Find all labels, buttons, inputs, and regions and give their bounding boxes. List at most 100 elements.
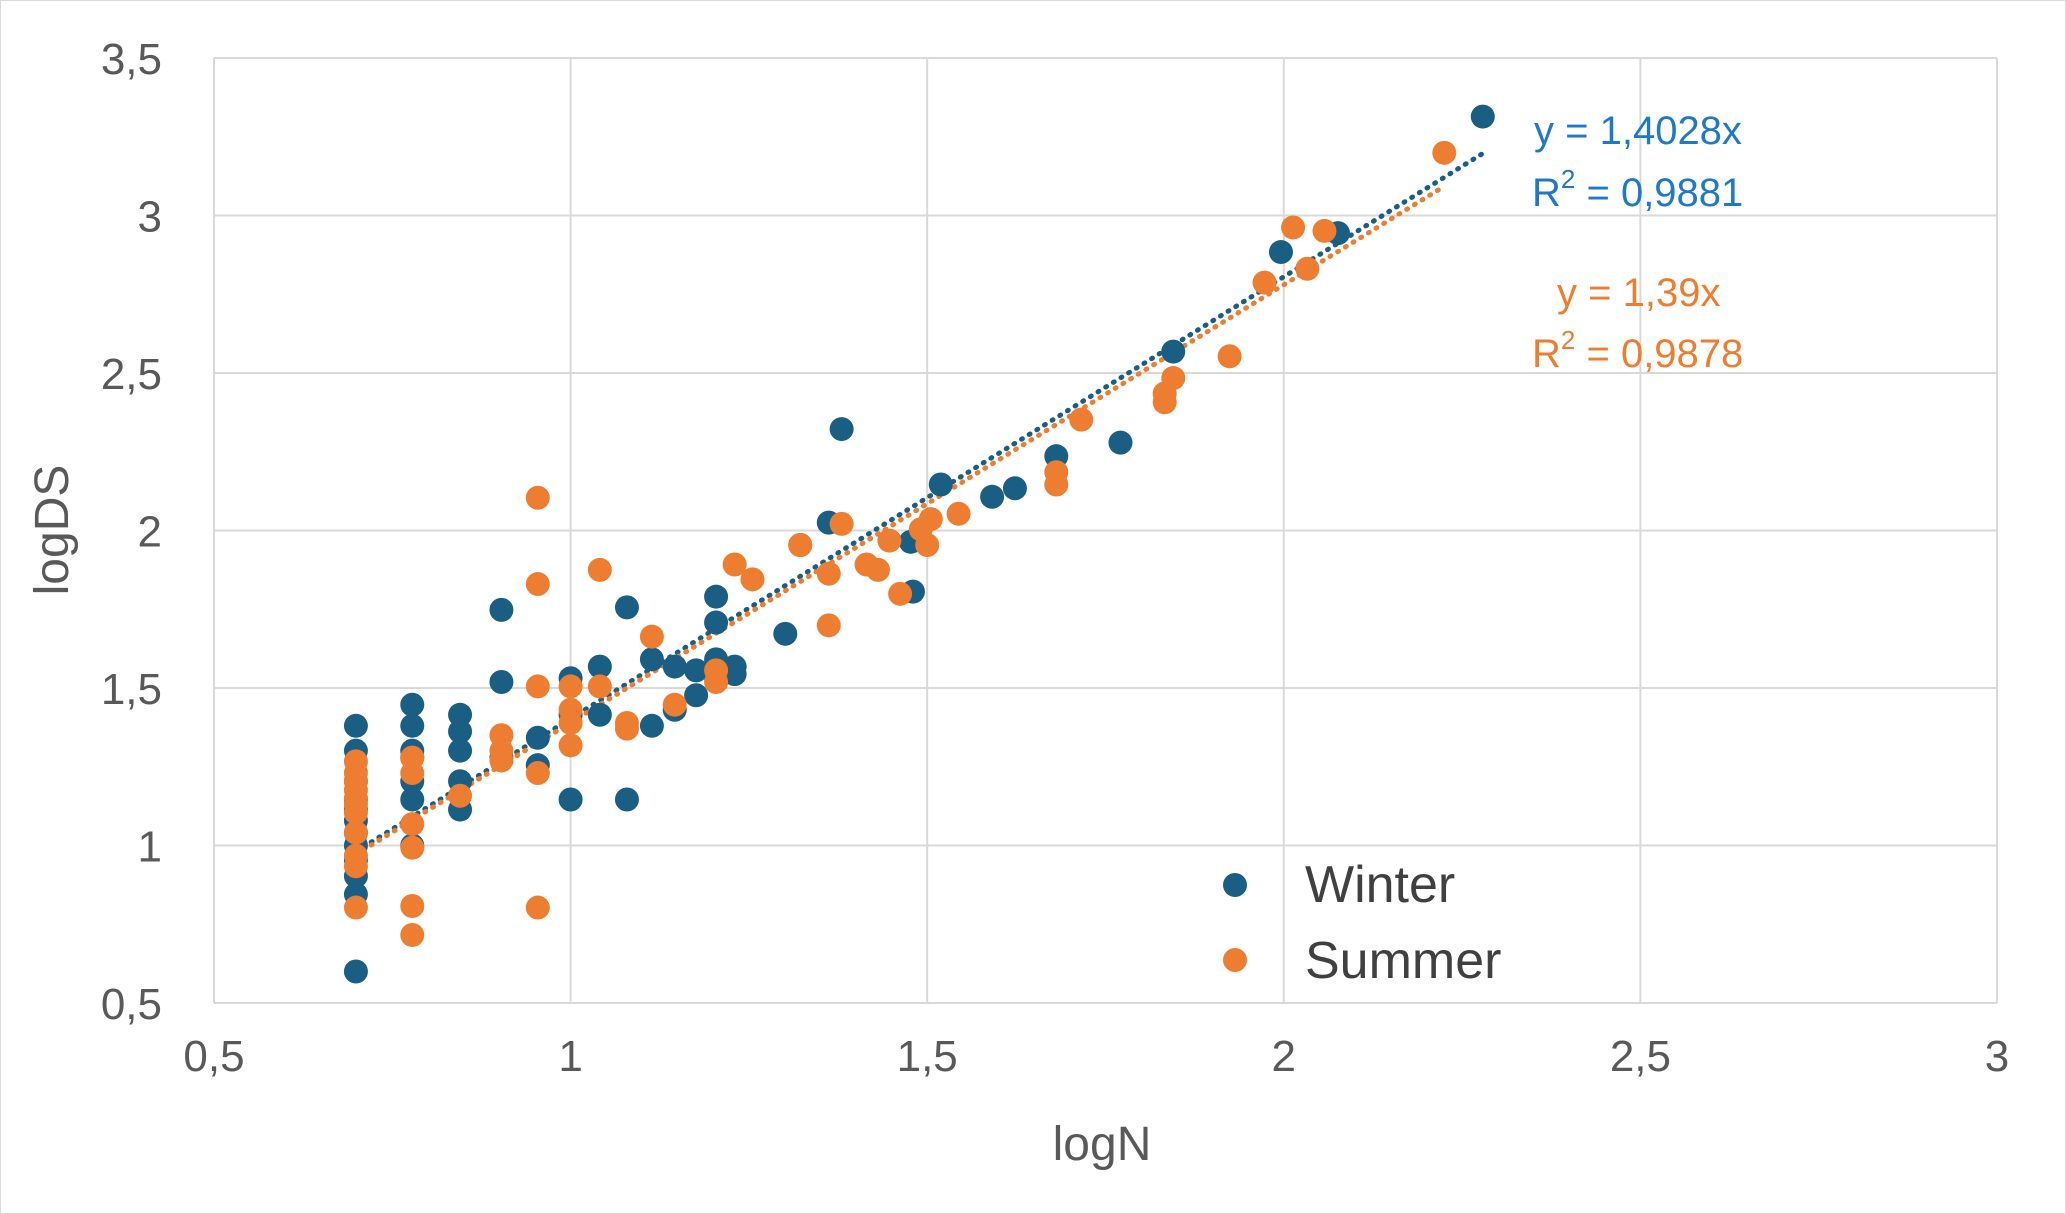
data-point-summer — [1281, 215, 1306, 240]
data-point-winter — [1002, 476, 1027, 501]
data-point-summer — [525, 485, 550, 510]
trend-equation-winter: y = 1,4028x R2 = 0,9881 — [1532, 109, 1743, 215]
data-point-summer — [865, 557, 890, 582]
data-point-summer — [1069, 407, 1094, 432]
x-tick-label: 3 — [1985, 1032, 2009, 1081]
data-point-winter — [684, 658, 709, 683]
data-point-summer — [722, 552, 747, 577]
data-point-summer — [946, 501, 971, 526]
data-point-summer — [1312, 218, 1337, 243]
data-point-summer — [915, 532, 940, 557]
x-tick-label: 2 — [1272, 1032, 1296, 1081]
data-point-winter — [587, 654, 612, 679]
data-point-winter — [448, 738, 473, 763]
data-point-summer — [1432, 140, 1457, 165]
winter-equation-label: y = 1,4028x — [1534, 109, 1742, 153]
y-tick-label: 0,5 — [101, 980, 162, 1029]
x-tick-label: 2,5 — [1610, 1032, 1671, 1081]
data-point-winter — [704, 610, 729, 635]
data-point-summer — [525, 674, 550, 699]
data-point-winter — [587, 702, 612, 727]
data-point-winter — [829, 417, 854, 442]
data-point-summer — [918, 507, 943, 532]
y-tick-label: 3,5 — [101, 35, 162, 84]
data-point-winter — [558, 787, 583, 812]
x-tick-label: 0,5 — [183, 1032, 244, 1081]
data-point-summer — [400, 835, 425, 860]
data-point-winter — [773, 621, 798, 646]
data-point-summer — [704, 658, 729, 683]
data-point-winter — [489, 597, 514, 622]
data-point-summer — [558, 733, 583, 758]
data-point-summer — [343, 843, 368, 868]
trendline-winter — [353, 150, 1486, 855]
data-point-winter — [639, 647, 664, 672]
data-point-summer — [525, 572, 550, 597]
data-point-summer — [558, 697, 583, 722]
y-axis-title: logDS — [26, 465, 79, 596]
data-point-winter — [343, 959, 368, 984]
summer-equation-label: y = 1,39x — [1557, 271, 1720, 315]
data-point-summer — [343, 895, 368, 920]
legend-label-summer: Summer — [1305, 932, 1501, 990]
data-point-winter — [704, 584, 729, 609]
data-point-summer — [400, 812, 425, 837]
data-point-summer — [525, 895, 550, 920]
trendline-summer — [353, 183, 1447, 857]
data-point-winter — [722, 654, 747, 679]
data-point-winter — [639, 713, 664, 738]
trendlines — [353, 150, 1486, 857]
data-point-summer — [558, 674, 583, 699]
y-tick-label: 3 — [138, 193, 162, 242]
data-point-summer — [662, 692, 687, 717]
data-point-winter — [400, 692, 425, 717]
data-point-winter — [400, 713, 425, 738]
trend-equation-summer: y = 1,39x R2 = 0,9878 — [1532, 271, 1743, 376]
data-point-summer — [877, 528, 902, 553]
data-point-winter — [343, 713, 368, 738]
summer-r2-superscript: 2 — [1561, 325, 1575, 355]
legend-label-winter: Winter — [1305, 856, 1455, 914]
data-point-summer — [829, 511, 854, 536]
data-point-winter — [684, 683, 709, 708]
y-tick-label: 1 — [138, 823, 162, 872]
y-tick-label: 2,5 — [101, 350, 162, 399]
data-point-summer — [816, 561, 841, 586]
data-point-summer — [1217, 344, 1242, 369]
data-point-summer — [788, 532, 813, 557]
winter-r2-value: = 0,9881 — [1575, 171, 1743, 215]
data-point-winter — [1268, 240, 1293, 265]
data-point-winter — [614, 787, 639, 812]
data-point-summer — [1252, 270, 1277, 295]
data-point-summer — [400, 745, 425, 770]
data-point-winter — [980, 484, 1005, 509]
data-point-summer — [614, 710, 639, 735]
winter-r2-superscript: 2 — [1561, 164, 1575, 194]
data-point-summer — [740, 567, 765, 592]
data-point-summer — [1044, 460, 1069, 485]
data-point-summer — [400, 922, 425, 947]
data-point-winter — [1470, 104, 1495, 129]
legend-marker-summer — [1223, 948, 1247, 972]
data-point-winter — [400, 787, 425, 812]
data-point-winter — [525, 725, 550, 750]
y-tick-label: 2 — [138, 508, 162, 557]
summer-r2-symbol: R — [1532, 332, 1561, 376]
legend: Winter Summer — [1223, 856, 1501, 990]
data-points — [343, 104, 1495, 984]
data-point-winter — [614, 595, 639, 620]
data-point-winter — [489, 670, 514, 695]
winter-r2-symbol: R — [1532, 171, 1561, 215]
data-point-summer — [888, 581, 913, 606]
legend-marker-winter — [1223, 873, 1247, 897]
data-point-summer — [343, 749, 368, 774]
data-point-summer — [587, 557, 612, 582]
data-point-summer — [343, 820, 368, 845]
data-point-winter — [1108, 430, 1133, 455]
summer-r2-value: = 0,9878 — [1575, 332, 1743, 376]
data-point-summer — [1295, 256, 1320, 281]
data-point-winter — [662, 654, 687, 679]
data-point-summer — [639, 624, 664, 649]
y-tick-label: 1,5 — [101, 665, 162, 714]
